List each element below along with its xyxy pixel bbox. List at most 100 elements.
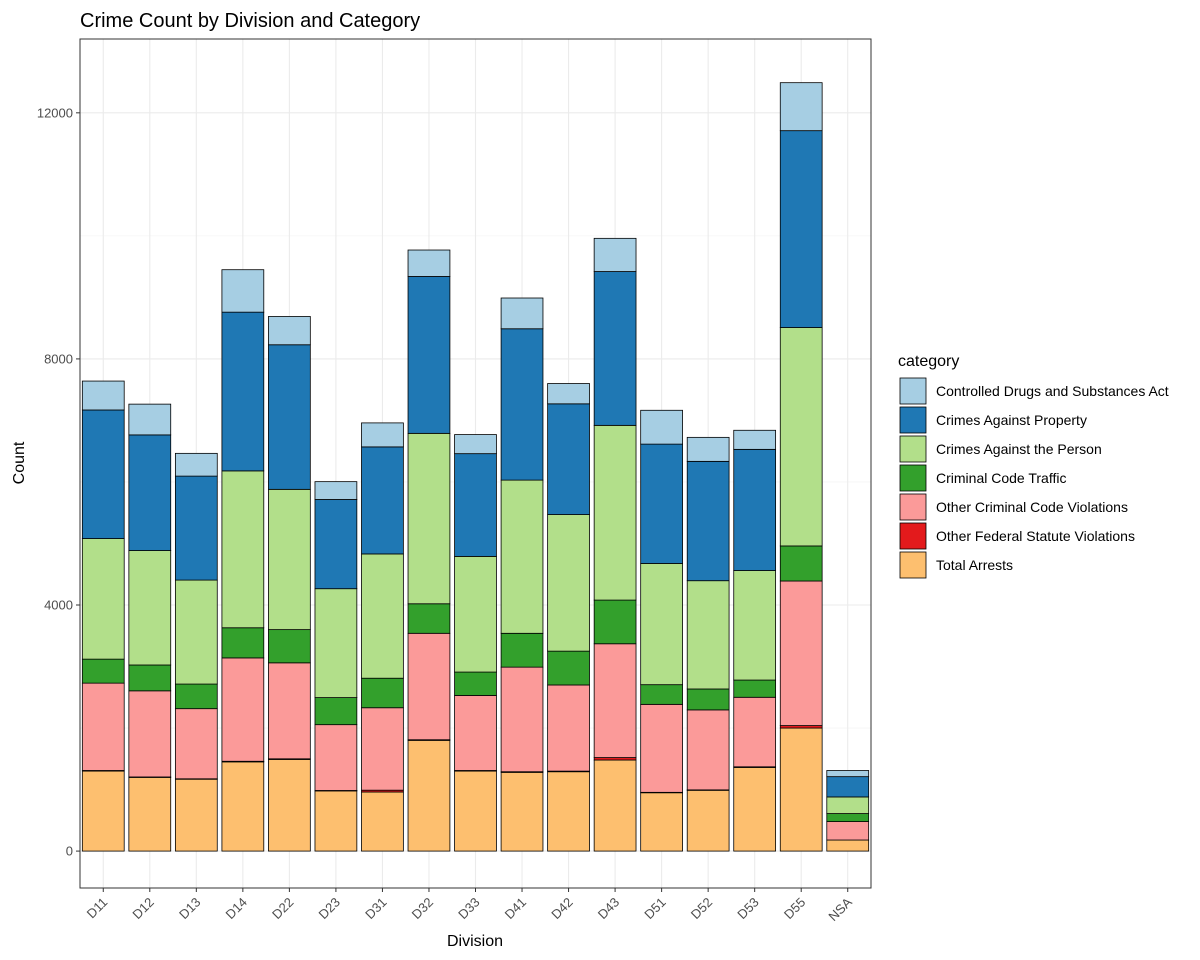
y-axis-title: Count (11, 441, 28, 484)
bar-d32-controlled-drugs-and-substances-act (407, 249, 451, 277)
bar-d22-other-criminal-code-violations (268, 662, 311, 760)
bar-d31-criminal-code-traffic (361, 677, 404, 709)
bar-d53-total-arrests (733, 767, 777, 852)
bar-d43-crimes-against-the-person (593, 424, 637, 601)
legend-label-total-arrests: Total Arrests (936, 557, 1013, 573)
legend-key-crimes-against-property (899, 406, 927, 434)
bar-d11-crimes-against-the-person (81, 538, 125, 660)
bar-d33-other-criminal-code-violations (454, 695, 497, 771)
bar-nsa-criminal-code-traffic (826, 813, 870, 822)
bar-d53-criminal-code-traffic (733, 679, 777, 698)
x-tick-label: D22 (269, 895, 296, 922)
bar-d11-total-arrests (81, 770, 125, 852)
bar-d31-total-arrests (361, 791, 404, 852)
bar-d32-crimes-against-the-person (407, 432, 451, 605)
legend-label-other-criminal-code-violations: Other Criminal Code Violations (936, 499, 1128, 515)
bar-d53-crimes-against-property (733, 448, 777, 571)
bar-d42-crimes-against-the-person (547, 514, 590, 652)
x-tick-label: D53 (734, 895, 761, 922)
legend-label-crimes-against-the-person: Crimes Against the Person (936, 441, 1102, 457)
x-tick-label: D13 (176, 895, 203, 922)
x-tick-label: D41 (502, 895, 529, 922)
bar-d42-controlled-drugs-and-substances-act (547, 383, 590, 405)
bar-d11-crimes-against-property (81, 409, 125, 539)
bar-d14-crimes-against-property (221, 311, 265, 472)
bar-d52-criminal-code-traffic (686, 688, 730, 711)
bar-d42-other-criminal-code-violations (547, 684, 590, 772)
bars (81, 82, 870, 852)
bar-d33-total-arrests (454, 770, 497, 852)
bar-d42-crimes-against-property (547, 403, 590, 515)
bar-d43-controlled-drugs-and-substances-act (593, 237, 637, 272)
legend-key-other-federal-statute-violations (899, 522, 927, 550)
bar-nsa-other-criminal-code-violations (826, 821, 870, 841)
x-tick-label: D11 (84, 895, 111, 922)
x-tick-label: D55 (781, 895, 808, 922)
y-tick-label: 4000 (44, 598, 73, 613)
bar-d55-crimes-against-property (779, 130, 823, 328)
bar-d31-crimes-against-the-person (361, 553, 404, 679)
x-tick-label: D12 (129, 895, 156, 922)
bar-d41-criminal-code-traffic (500, 632, 544, 668)
bar-d13-other-criminal-code-violations (174, 708, 218, 780)
y-tick-label: 12000 (37, 105, 73, 120)
x-axis: D11 D12 D13 D14 D22 D23 D31 D32 D33 D41 D42 D43 D51 D… (84, 888, 855, 924)
bar-d31-controlled-drugs-and-substances-act (361, 422, 404, 448)
bar-d53-controlled-drugs-and-substances-act (733, 429, 777, 450)
bar-d12-total-arrests (128, 776, 172, 852)
bar-d42-criminal-code-traffic (547, 650, 590, 686)
bar-d22-crimes-against-the-person (268, 488, 311, 631)
legend-title: category (898, 353, 959, 370)
bar-d52-crimes-against-the-person (686, 580, 730, 690)
legend-key-crimes-against-the-person (899, 435, 927, 463)
x-tick-label: D14 (222, 895, 249, 922)
plot-panel (79, 38, 872, 889)
bar-d52-crimes-against-property (686, 460, 730, 582)
legend-key-other-criminal-code-violations (899, 493, 927, 521)
x-tick-label: D31 (362, 895, 389, 922)
bar-d13-controlled-drugs-and-substances-act (174, 452, 218, 477)
bar-d51-crimes-against-property (640, 443, 683, 564)
bar-d23-other-criminal-code-violations (314, 724, 358, 791)
bar-d22-crimes-against-property (268, 344, 311, 490)
bar-d33-crimes-against-property (454, 453, 497, 557)
bar-nsa-crimes-against-the-person (826, 796, 870, 814)
legend-label-controlled-drugs-and-substances-act: Controlled Drugs and Substances Act (936, 383, 1169, 399)
bar-d43-criminal-code-traffic (593, 599, 637, 645)
bar-nsa-controlled-drugs-and-substances-act (826, 770, 870, 778)
bar-d41-other-criminal-code-violations (500, 666, 544, 773)
bar-d51-total-arrests (640, 792, 683, 852)
bar-d43-other-criminal-code-violations (593, 643, 637, 758)
bar-d23-total-arrests (314, 790, 358, 852)
legend-label-criminal-code-traffic: Criminal Code Traffic (936, 470, 1066, 486)
x-tick-label: D33 (455, 895, 482, 922)
bar-d11-criminal-code-traffic (81, 658, 125, 684)
bar-d41-crimes-against-property (500, 328, 544, 481)
bar-d32-criminal-code-traffic (407, 603, 451, 634)
bar-d23-crimes-against-property (314, 499, 358, 590)
bar-d32-other-criminal-code-violations (407, 632, 451, 741)
bar-d55-total-arrests (779, 727, 823, 852)
bar-d51-criminal-code-traffic (640, 684, 683, 705)
bar-d55-controlled-drugs-and-substances-act (779, 82, 823, 132)
bar-d33-criminal-code-traffic (454, 671, 497, 696)
legend: category Controlled Drugs and Substances… (898, 353, 1169, 579)
bar-d52-total-arrests (686, 789, 730, 852)
bar-d32-total-arrests (407, 739, 451, 852)
bar-d22-criminal-code-traffic (268, 629, 311, 664)
x-tick-label: D23 (316, 895, 343, 922)
x-tick-label: D43 (595, 895, 622, 922)
x-tick-label: NSA (825, 894, 855, 924)
bar-d32-crimes-against-property (407, 276, 451, 434)
x-tick-label: D51 (641, 895, 668, 922)
bar-d42-total-arrests (547, 771, 590, 852)
bar-d31-crimes-against-property (361, 446, 404, 555)
bar-d31-other-criminal-code-violations (361, 707, 404, 791)
bar-d23-controlled-drugs-and-substances-act (314, 481, 358, 500)
bar-d13-crimes-against-property (174, 475, 218, 581)
bar-d12-crimes-against-the-person (128, 550, 172, 666)
bar-d12-controlled-drugs-and-substances-act (128, 403, 172, 436)
bar-d11-other-criminal-code-violations (81, 682, 125, 771)
bar-d55-other-criminal-code-violations (779, 580, 823, 726)
